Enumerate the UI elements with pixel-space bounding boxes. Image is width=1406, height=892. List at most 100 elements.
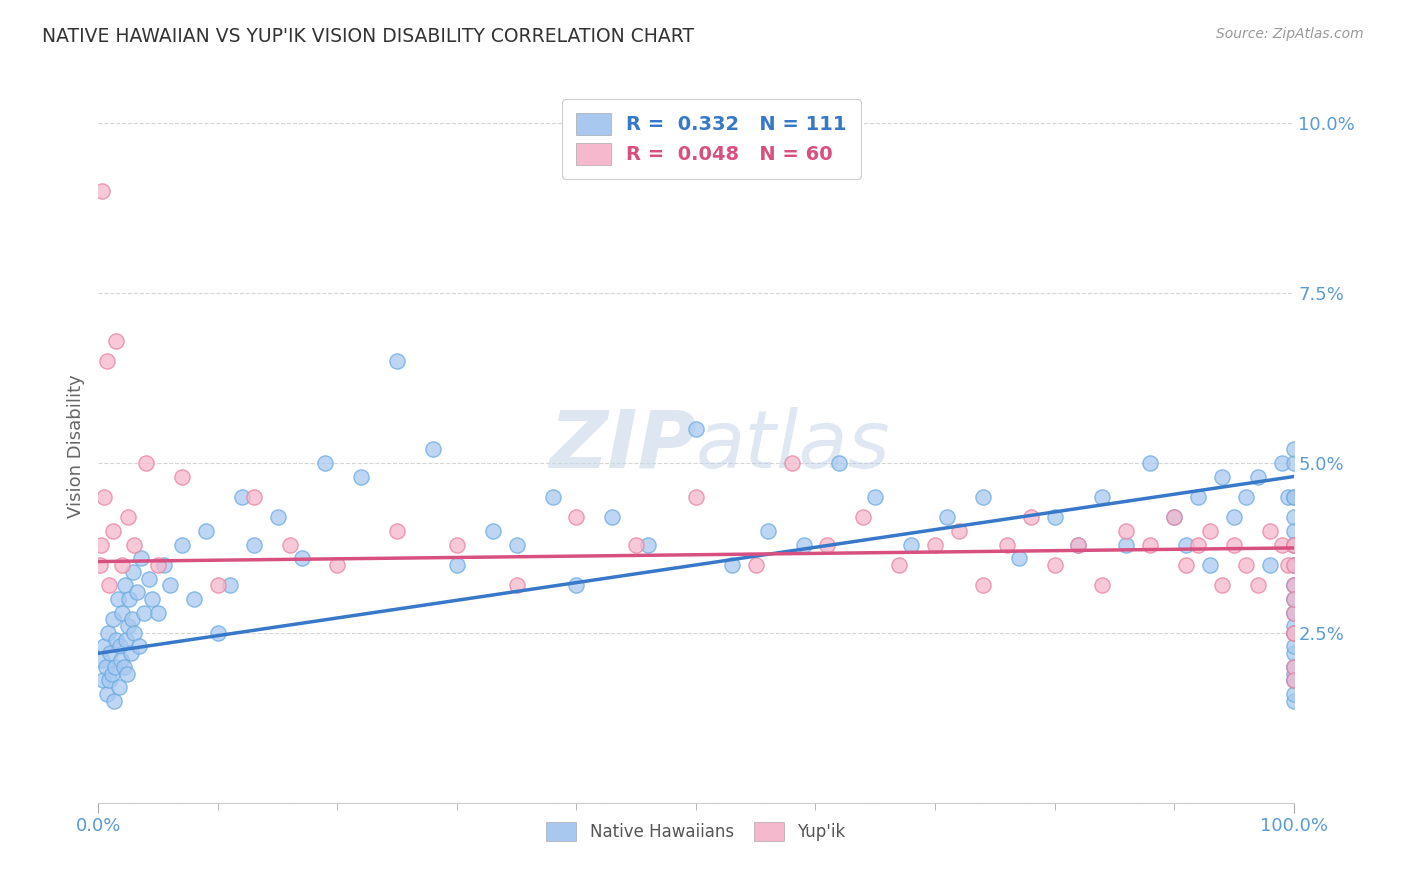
Point [1199,558,1222,572]
Point [1282,606,1305,620]
Point [865,490,887,504]
Point [1282,490,1305,504]
Point [756,524,779,538]
Point [107,680,129,694]
Point [91,653,114,667]
Point [117,510,139,524]
Point [112,660,135,674]
Point [1282,537,1305,551]
Point [117,619,139,633]
Point [153,558,176,572]
Point [602,510,624,524]
Point [1139,537,1161,551]
Point [948,524,970,538]
Point [124,537,146,551]
Point [565,510,588,524]
Point [1282,626,1305,640]
Point [91,184,114,198]
Point [1019,510,1042,524]
Point [446,558,468,572]
Point [267,510,290,524]
Point [972,490,994,504]
Point [124,626,146,640]
Point [446,537,468,551]
Point [91,673,114,688]
Point [972,578,994,592]
Point [1043,558,1066,572]
Point [1282,660,1305,674]
Point [243,490,266,504]
Point [1282,456,1305,470]
Text: NATIVE HAWAIIAN VS YUP'IK VISION DISABILITY CORRELATION CHART: NATIVE HAWAIIAN VS YUP'IK VISION DISABIL… [42,27,695,45]
Point [1282,640,1305,654]
Point [1187,537,1209,551]
Point [1067,537,1090,551]
Point [1258,524,1281,538]
Point [101,524,124,538]
Point [1234,490,1257,504]
Point [1282,537,1305,551]
Point [118,591,141,606]
Point [1271,537,1294,551]
Point [122,565,145,579]
Point [385,354,409,368]
Point [291,551,314,566]
Point [541,490,564,504]
Point [565,578,588,592]
Point [111,558,134,572]
Point [1277,558,1299,572]
Point [1175,537,1198,551]
Point [745,558,768,572]
Point [96,687,118,701]
Point [1115,524,1137,538]
Point [141,591,163,606]
Point [1282,673,1305,688]
Text: ZIP: ZIP [548,407,696,485]
Point [1067,537,1090,551]
Point [1234,558,1257,572]
Point [350,469,373,483]
Point [1163,510,1185,524]
Point [1282,578,1305,592]
Point [506,537,529,551]
Point [721,558,744,572]
Point [1282,591,1305,606]
Point [1282,591,1305,606]
Point [135,456,157,470]
Point [1223,510,1246,524]
Point [114,578,136,592]
Text: Source: ZipAtlas.com: Source: ZipAtlas.com [1216,27,1364,41]
Point [1043,510,1066,524]
Point [1277,490,1299,504]
Point [219,578,242,592]
Point [780,456,803,470]
Point [1091,490,1114,504]
Point [1282,673,1305,688]
Point [195,524,218,538]
Point [422,442,444,457]
Point [89,558,111,572]
Point [1282,591,1305,606]
Point [889,558,911,572]
Point [105,334,128,348]
Point [1282,578,1305,592]
Point [148,558,170,572]
Point [121,612,143,626]
Point [1163,510,1185,524]
Point [1271,456,1294,470]
Point [104,660,127,674]
Point [1282,537,1305,551]
Point [128,640,150,654]
Point [1282,687,1305,701]
Point [172,469,194,483]
Point [1282,646,1305,660]
Point [482,524,505,538]
Point [1282,626,1305,640]
Point [115,632,138,647]
Point [1282,606,1305,620]
Point [1282,490,1305,504]
Point [1139,456,1161,470]
Point [278,537,301,551]
Point [1282,673,1305,688]
Point [172,537,194,551]
